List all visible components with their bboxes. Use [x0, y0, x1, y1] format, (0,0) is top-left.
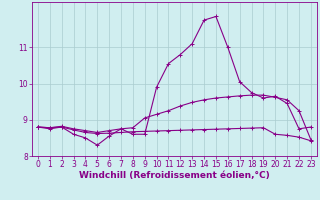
- X-axis label: Windchill (Refroidissement éolien,°C): Windchill (Refroidissement éolien,°C): [79, 171, 270, 180]
